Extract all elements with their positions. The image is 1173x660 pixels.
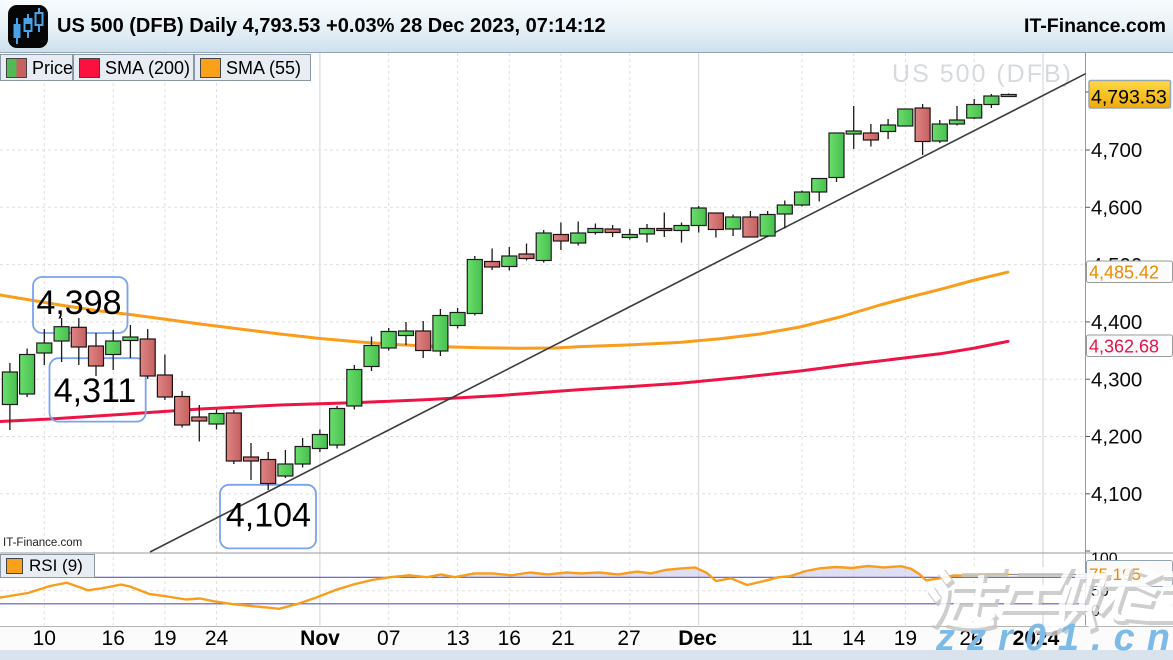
svg-text:27: 27 (617, 627, 640, 650)
svg-text:4,700: 4,700 (1091, 139, 1142, 162)
svg-text:4,200: 4,200 (1091, 426, 1142, 449)
svg-text:4,104: 4,104 (226, 497, 311, 535)
svg-text:4,793.53: 4,793.53 (1091, 87, 1167, 109)
svg-text:07: 07 (377, 627, 400, 650)
svg-text:21: 21 (551, 627, 574, 650)
svg-text:4,362.68: 4,362.68 (1089, 337, 1159, 357)
svg-text:4,400: 4,400 (1091, 311, 1142, 334)
svg-text:4,311: 4,311 (54, 372, 137, 410)
svg-text:Dec: Dec (678, 627, 717, 650)
svg-text:US 500 (DFB): US 500 (DFB) (892, 60, 1073, 88)
svg-text:26: 26 (959, 627, 982, 650)
svg-text:zzr01.cn: zzr01.cn (935, 617, 1173, 659)
svg-text:16: 16 (102, 627, 125, 650)
svg-text:10: 10 (33, 627, 56, 650)
svg-text:4,485.42: 4,485.42 (1089, 263, 1159, 283)
svg-text:24: 24 (205, 627, 229, 650)
svg-text:Nov: Nov (300, 627, 340, 650)
svg-text:13: 13 (446, 627, 469, 650)
svg-text:16: 16 (498, 627, 521, 650)
svg-text:4,600: 4,600 (1091, 197, 1142, 220)
svg-text:19: 19 (153, 627, 176, 650)
svg-text:4,100: 4,100 (1091, 483, 1142, 506)
svg-text:14: 14 (842, 627, 866, 650)
svg-text:19: 19 (894, 627, 917, 650)
svg-text:4,398: 4,398 (36, 284, 121, 322)
svg-text:11: 11 (791, 627, 813, 650)
svg-text:4,300: 4,300 (1091, 368, 1142, 391)
svg-text:IT-Finance.com: IT-Finance.com (3, 537, 82, 549)
